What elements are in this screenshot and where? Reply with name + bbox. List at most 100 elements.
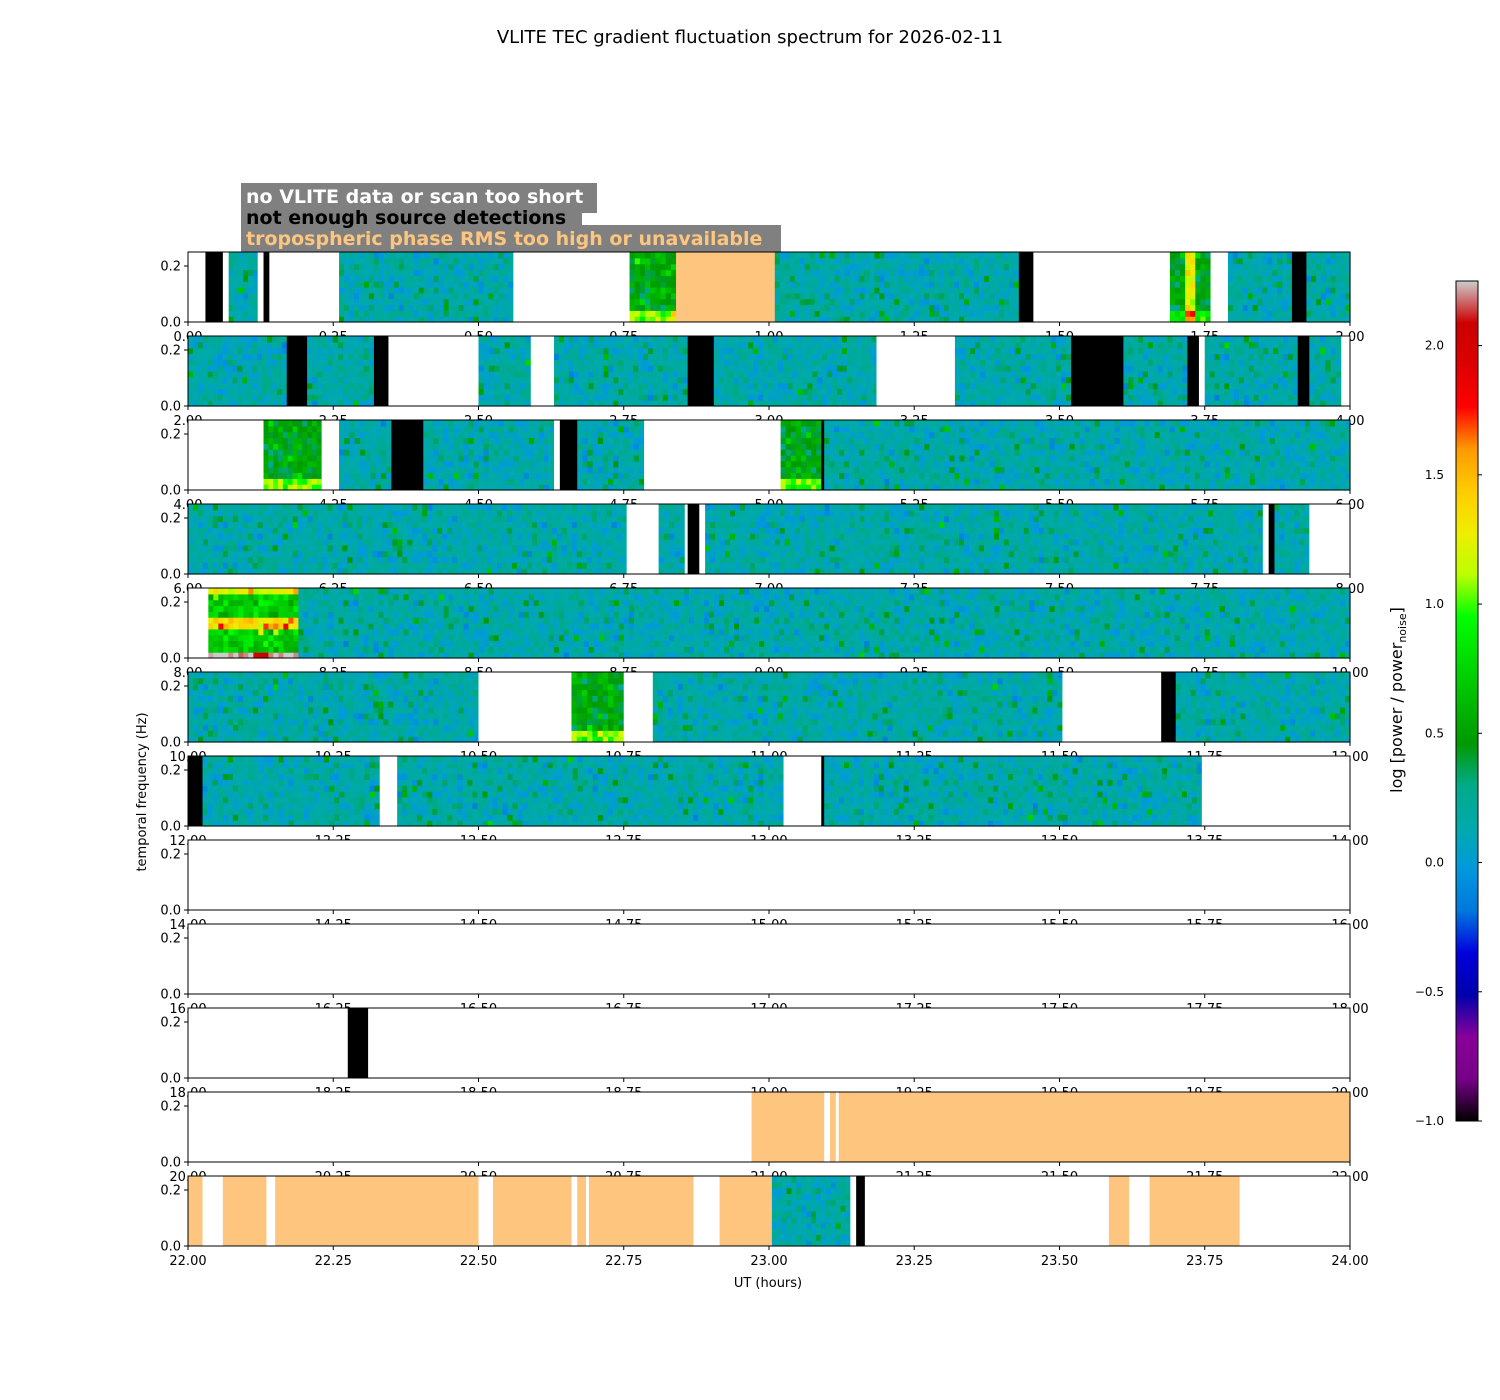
spectrum-cell bbox=[807, 353, 813, 360]
spectrum-cell bbox=[1040, 336, 1047, 343]
spectrum-cell bbox=[453, 460, 460, 468]
spectrum-cell bbox=[899, 437, 905, 444]
spectrum-cell bbox=[799, 252, 806, 259]
spectrum-cell bbox=[207, 376, 214, 384]
spectrum-cell bbox=[354, 466, 361, 474]
spectrum-cell bbox=[354, 449, 361, 456]
spectrum-cell bbox=[222, 359, 229, 366]
spectrum-cell bbox=[428, 316, 435, 323]
spectrum-cell bbox=[349, 292, 355, 300]
spectrum-cell bbox=[1014, 455, 1021, 462]
spectrum-cell bbox=[859, 460, 865, 468]
spectrum-cell bbox=[423, 257, 430, 265]
spectrum-cell bbox=[202, 359, 209, 366]
spectrum-cell bbox=[889, 478, 895, 485]
spectrum-cell bbox=[359, 437, 366, 444]
spectrum-cell bbox=[353, 382, 360, 390]
spectrum-cell bbox=[999, 478, 1006, 485]
spectrum-cell bbox=[970, 365, 976, 372]
spectrum-cell bbox=[1234, 359, 1240, 366]
spectrum-cell bbox=[1182, 359, 1188, 366]
spectrum-cell bbox=[602, 420, 609, 427]
spectrum-cell bbox=[682, 371, 689, 378]
spectrum-cell bbox=[914, 316, 920, 323]
spectrum-cell bbox=[990, 371, 996, 378]
spectrum-cell bbox=[348, 382, 354, 390]
spectrum-cell bbox=[508, 310, 514, 317]
spectrum-cell bbox=[650, 292, 656, 300]
spectrum-cell bbox=[814, 263, 821, 271]
spectrum-cell bbox=[1035, 341, 1042, 349]
spectrum-cell bbox=[513, 472, 520, 479]
spectrum-cell bbox=[568, 336, 575, 343]
spectrum-cell bbox=[645, 304, 651, 311]
spectrum-cell bbox=[959, 431, 966, 439]
spectrum-cell bbox=[871, 365, 878, 372]
spectrum-cell bbox=[904, 281, 910, 288]
spectrum-cell bbox=[243, 281, 249, 288]
spectrum-cell bbox=[1147, 371, 1154, 378]
spectrum-cell bbox=[1010, 365, 1017, 372]
spectrum-cell bbox=[375, 472, 382, 479]
spectrum-cell bbox=[1204, 394, 1211, 401]
spectrum-cell bbox=[252, 304, 259, 311]
spectrum-cell bbox=[1242, 316, 1249, 323]
spectrum-cell bbox=[894, 281, 900, 288]
spectrum-cell bbox=[989, 455, 996, 462]
spectrum-cell bbox=[954, 484, 960, 491]
spectrum-cell bbox=[1237, 316, 1244, 323]
spectrum-cell bbox=[1232, 281, 1239, 288]
spectrum-cell bbox=[222, 353, 229, 360]
spectrum-cell bbox=[503, 443, 510, 450]
spectrum-cell bbox=[228, 292, 235, 300]
spectrum-cell bbox=[608, 425, 614, 433]
spectrum-cell bbox=[864, 420, 870, 427]
spectrum-cell bbox=[787, 394, 794, 401]
spectrum-cell bbox=[954, 341, 961, 349]
spectrum-cell bbox=[638, 382, 644, 390]
spectrum-cell bbox=[949, 310, 955, 317]
spectrum-cell bbox=[1330, 269, 1337, 276]
spectrum-cell bbox=[909, 269, 915, 276]
spectrum-cell bbox=[276, 394, 283, 401]
spectrum-cell bbox=[1167, 336, 1174, 343]
spectrum-cell bbox=[1306, 310, 1312, 317]
spectrum-cell bbox=[1055, 347, 1062, 355]
spectrum-cell bbox=[964, 478, 971, 485]
spectrum-cell bbox=[844, 292, 851, 300]
spectrum-cell bbox=[854, 420, 860, 427]
spectrum-cell bbox=[653, 336, 659, 343]
spectrum-cell bbox=[307, 336, 313, 343]
spectrum-cell bbox=[954, 287, 960, 294]
spectrum-cell bbox=[777, 347, 784, 355]
spectrum-cell bbox=[969, 460, 976, 468]
spectrum-cell bbox=[503, 269, 509, 276]
spectrum-cell bbox=[339, 269, 345, 276]
spectrum-cell bbox=[349, 310, 355, 317]
spectrum-cell bbox=[403, 304, 410, 311]
spectrum-cell bbox=[1010, 382, 1017, 390]
spectrum-cell bbox=[365, 484, 372, 491]
spectrum-cell bbox=[645, 252, 651, 259]
spectrum-cell bbox=[954, 310, 960, 317]
spectrum-cell bbox=[822, 347, 828, 355]
spectrum-cell bbox=[718, 394, 725, 401]
spectrum-cell bbox=[554, 336, 560, 343]
spectrum-cell bbox=[583, 394, 590, 401]
spectrum-cell bbox=[856, 347, 863, 355]
spectrum-cell bbox=[443, 460, 450, 468]
spectrum-cell bbox=[613, 460, 619, 468]
spectrum-cell bbox=[884, 298, 890, 306]
spectrum-cell bbox=[1319, 371, 1326, 378]
spectrum-cell bbox=[358, 365, 365, 372]
spectrum-cell bbox=[1128, 365, 1134, 372]
spectrum-cell bbox=[1000, 365, 1007, 372]
spectrum-cell bbox=[316, 449, 323, 456]
spectrum-cell bbox=[317, 382, 324, 390]
spectrum-cell bbox=[523, 460, 530, 468]
spectrum-cell bbox=[748, 359, 754, 366]
spectrum-cell bbox=[874, 252, 880, 259]
no-data-span bbox=[530, 336, 555, 406]
spectrum-cell bbox=[1015, 341, 1022, 349]
spectrum-cell bbox=[1000, 388, 1007, 395]
